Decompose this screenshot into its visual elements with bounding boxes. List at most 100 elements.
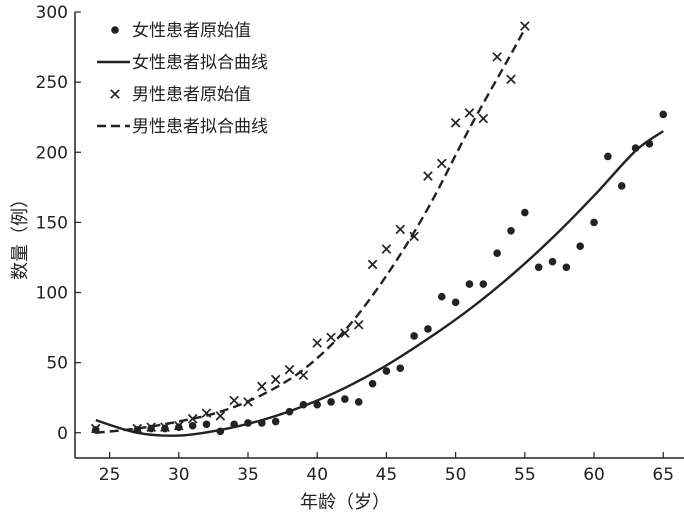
female-data-point xyxy=(202,420,211,429)
x-tick-label: 65 xyxy=(652,465,674,485)
female-data-point xyxy=(562,263,571,272)
female-data-point xyxy=(617,182,626,190)
data-points xyxy=(90,21,668,436)
male-data-point xyxy=(520,21,530,31)
female-data-point xyxy=(91,426,100,434)
female-data-point xyxy=(604,152,612,161)
female-data-point xyxy=(244,419,252,427)
male-data-point xyxy=(312,338,323,348)
y-tick-label: 50 xyxy=(46,354,68,374)
female-data-point xyxy=(590,218,598,227)
male-data-point xyxy=(409,231,419,242)
female-data-point xyxy=(479,280,488,288)
female-data-point xyxy=(161,424,169,433)
female-data-point xyxy=(299,400,308,409)
male-data-point xyxy=(298,370,309,381)
x-tick-label: 30 xyxy=(168,465,190,485)
female-data-point xyxy=(327,398,335,406)
axes xyxy=(74,12,684,459)
female-data-point xyxy=(230,420,238,429)
female-data-point xyxy=(659,110,668,119)
male-data-point xyxy=(450,117,461,128)
legend-label: 男性患者原始值 xyxy=(132,85,251,105)
male-data-point xyxy=(353,319,364,330)
male-data-point xyxy=(229,395,239,406)
female-data-point xyxy=(465,280,474,288)
female-data-point xyxy=(188,421,197,430)
male-data-point xyxy=(478,113,489,124)
female-data-point xyxy=(507,226,515,235)
y-tick-label: 250 xyxy=(36,73,68,93)
female-data-point xyxy=(382,367,391,375)
male-data-point xyxy=(395,224,406,235)
y-tick-label: 300 xyxy=(36,3,68,23)
legend-dot-marker xyxy=(111,26,119,34)
female-data-point xyxy=(631,144,640,152)
male-fit-line xyxy=(95,28,526,434)
male-data-point xyxy=(284,364,295,375)
female-data-point xyxy=(410,332,418,340)
female-data-point xyxy=(521,208,529,217)
legend-label: 女性患者原始值 xyxy=(132,21,251,41)
y-tick-label: 150 xyxy=(36,213,68,233)
female-data-point xyxy=(175,423,183,431)
female-data-point xyxy=(313,400,322,409)
female-data-point xyxy=(548,257,557,266)
legend-cross-marker xyxy=(110,89,120,99)
y-tick-label: 100 xyxy=(36,284,68,304)
male-data-point xyxy=(464,108,475,118)
male-data-point xyxy=(326,332,336,343)
x-tick-label: 40 xyxy=(306,465,328,485)
legend-item: 男性患者拟合曲线 xyxy=(97,117,268,137)
legend-label: 男性患者拟合曲线 xyxy=(132,117,268,137)
male-data-point xyxy=(174,420,184,431)
legend-item: 女性患者原始值 xyxy=(111,21,251,41)
female-data-point xyxy=(576,242,584,251)
female-data-point xyxy=(645,140,654,148)
male-data-point xyxy=(423,171,433,181)
tick-group: 25 30 35 40 45 50 55 60 65 0 50 100 150 200 250 300 xyxy=(36,3,675,485)
female-data-point xyxy=(354,398,363,406)
x-axis-label: 年龄（岁） xyxy=(300,492,390,513)
female-data-point xyxy=(341,395,349,403)
male-data-point xyxy=(160,422,170,432)
female-data-point xyxy=(451,298,460,307)
male-data-point xyxy=(90,423,101,434)
female-data-point xyxy=(396,364,405,373)
female-data-point xyxy=(493,249,501,258)
male-data-point xyxy=(436,158,447,169)
legend-item: 男性患者原始值 xyxy=(110,85,251,105)
x-tick-label: 45 xyxy=(376,465,398,485)
male-data-point xyxy=(506,74,516,85)
x-tick-label: 60 xyxy=(583,465,605,485)
male-data-point xyxy=(270,374,281,385)
male-data-point xyxy=(187,413,198,424)
male-data-point xyxy=(201,408,212,418)
female-data-point xyxy=(147,424,155,433)
x-tick-label: 50 xyxy=(445,465,467,485)
male-data-point xyxy=(257,381,267,392)
female-data-point xyxy=(271,417,280,426)
male-data-point xyxy=(132,423,143,434)
x-tick-label: 35 xyxy=(237,465,259,485)
female-fit-line xyxy=(95,130,664,437)
x-tick-label: 25 xyxy=(99,465,121,485)
legend-item: 女性患者拟合曲线 xyxy=(97,53,268,73)
female-data-point xyxy=(216,427,225,436)
female-data-point xyxy=(368,379,377,388)
male-data-point xyxy=(381,244,392,254)
fit-lines xyxy=(95,28,664,437)
y-tick-label: 0 xyxy=(57,424,68,444)
male-data-point xyxy=(215,411,226,421)
male-data-point xyxy=(367,259,378,270)
female-data-point xyxy=(133,426,142,434)
x-tick-label: 55 xyxy=(514,465,536,485)
y-tick-label: 200 xyxy=(36,143,68,163)
male-data-point xyxy=(243,397,253,407)
female-data-point xyxy=(424,325,432,333)
female-data-point xyxy=(437,292,446,301)
male-data-point xyxy=(146,422,156,432)
female-data-point xyxy=(534,263,543,272)
